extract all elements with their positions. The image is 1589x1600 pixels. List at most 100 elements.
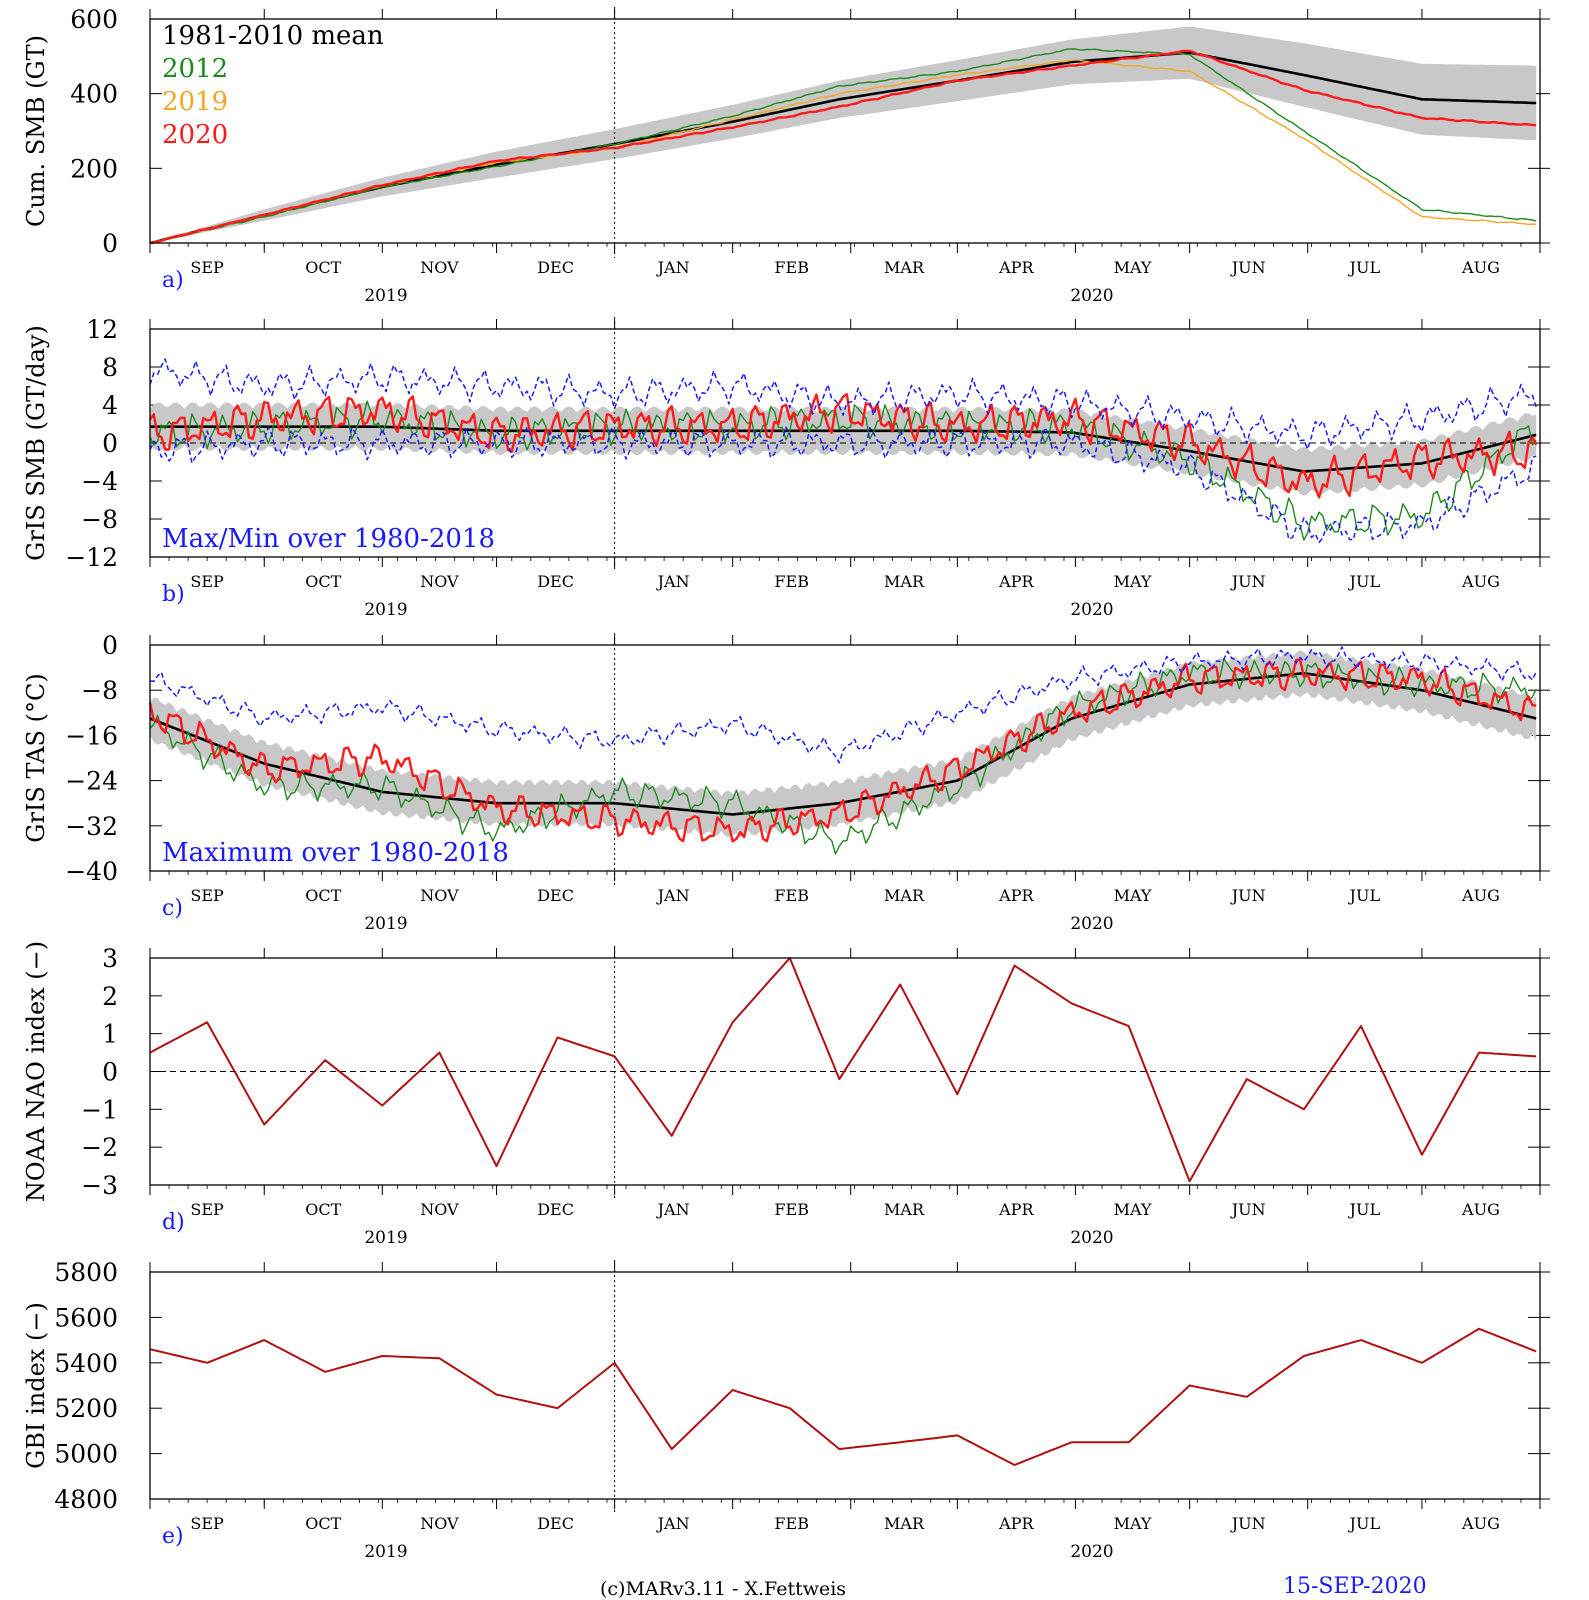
y-tick-label: −24: [65, 767, 118, 796]
y-tick-label: −16: [65, 721, 118, 750]
annotation-text: Max/Min over 1980-2018: [162, 524, 495, 554]
y-tick-label: 0: [102, 229, 118, 258]
month-label: NOV: [420, 572, 459, 591]
month-label: JUN: [1230, 886, 1266, 905]
variability-band: [150, 649, 1537, 838]
y-tick-label: 5400: [54, 1349, 118, 1378]
credit-text: (c)MARv3.11 - X.Fettweis: [600, 1578, 847, 1600]
y-tick-label: 0: [102, 1058, 118, 1087]
series-line-2020: [148, 658, 1537, 843]
y-tick-label: 12: [86, 315, 118, 344]
month-label: JUN: [1230, 258, 1266, 277]
month-label: FEB: [774, 886, 809, 905]
series-line-gbi-index: [149, 1327, 1537, 1466]
variability-band: [150, 26, 1537, 243]
year-label: 2020: [1070, 600, 1113, 620]
month-label: APR: [998, 258, 1034, 277]
legend-entry: 1981-2010 mean: [162, 21, 384, 51]
y-axis-title: GBI index (−): [22, 1302, 50, 1469]
month-label: OCT: [305, 886, 341, 905]
y-tick-label: −4: [81, 467, 118, 496]
y-tick-label: 4800: [54, 1485, 118, 1514]
variability-band: [150, 402, 1537, 496]
y-tick-label: 200: [70, 154, 118, 183]
month-label: MAR: [884, 572, 925, 591]
month-label: JAN: [656, 258, 690, 277]
month-label: DEC: [537, 886, 574, 905]
y-tick-label: 600: [70, 5, 118, 34]
month-label: OCT: [305, 1514, 341, 1533]
month-label: NOV: [420, 1200, 459, 1219]
year-label: 2020: [1070, 914, 1113, 934]
y-tick-label: −8: [81, 676, 118, 705]
panel-label: c): [162, 896, 183, 921]
month-label: APR: [998, 1200, 1034, 1219]
series-line-2020: [149, 49, 1537, 245]
month-label: JAN: [656, 572, 690, 591]
y-tick-label: −8: [81, 505, 118, 534]
month-label: MAY: [1114, 1514, 1152, 1533]
month-label: MAY: [1114, 886, 1152, 905]
year-label: 2019: [364, 1542, 407, 1562]
month-label: MAY: [1114, 1200, 1152, 1219]
annotation-text: Maximum over 1980-2018: [162, 838, 509, 868]
month-label: NOV: [420, 886, 459, 905]
month-label: MAR: [884, 258, 925, 277]
plot-frame: [149, 328, 1541, 558]
month-label: MAR: [884, 1514, 925, 1533]
series-line-nao-index: [149, 957, 1537, 1183]
month-label: AUG: [1461, 258, 1500, 277]
month-label: FEB: [774, 1514, 809, 1533]
month-label: JAN: [656, 886, 690, 905]
y-tick-label: −12: [65, 543, 118, 572]
month-label: SEP: [190, 1514, 224, 1533]
legend-entry: 2012: [162, 54, 228, 84]
y-tick-label: −1: [81, 1095, 118, 1124]
panel-c: GrIS TAS (°C) −40 −32 −24 −16 −8 0 SEP OCT NOV DEC…: [22, 631, 1550, 934]
month-label: JUL: [1348, 572, 1381, 591]
y-tick-label: 5200: [54, 1394, 118, 1423]
series-line-max: [149, 358, 1537, 450]
series-line-2020: [149, 393, 1538, 499]
month-label: JUL: [1348, 1200, 1381, 1219]
plot-frame: [149, 1271, 1541, 1500]
legend-entry: 2020: [162, 120, 228, 150]
y-axis-title: Cum. SMB (GT): [22, 35, 50, 227]
plot-frame: [149, 644, 1541, 872]
y-tick-label: −3: [81, 1171, 118, 1200]
month-label: MAY: [1114, 572, 1152, 591]
series-line-2012: [149, 400, 1537, 541]
month-label: SEP: [190, 258, 224, 277]
month-label: JUL: [1348, 258, 1381, 277]
month-label: DEC: [537, 258, 574, 277]
month-label: NOV: [420, 1514, 459, 1533]
month-label: JUN: [1230, 572, 1266, 591]
panel-a: Cum. SMB (GT) 0 200 400 600 SEP OCT NOV DEC JAN FE…: [22, 5, 1550, 306]
month-label: FEB: [774, 1200, 809, 1219]
year-label: 2019: [364, 914, 407, 934]
year-label: 2020: [1070, 1228, 1113, 1248]
month-label: DEC: [537, 1514, 574, 1533]
plot-frame: [149, 957, 1541, 1186]
y-tick-label: 2: [102, 982, 118, 1011]
panel-label: a): [162, 268, 184, 293]
month-label: MAR: [884, 1200, 925, 1219]
month-label: NOV: [420, 258, 459, 277]
y-tick-label: −2: [81, 1133, 118, 1162]
y-tick-label: 400: [70, 80, 118, 109]
y-axis-title: GrIS TAS (°C): [22, 673, 50, 842]
month-label: APR: [998, 886, 1034, 905]
date-stamp: 15-SEP-2020: [1283, 1574, 1427, 1599]
panel-b: GrIS SMB (GT/day) −12 −8 −4 0 4 8 12 SEP OCT NOV DE…: [22, 315, 1550, 620]
month-label: AUG: [1461, 1514, 1500, 1533]
month-label: DEC: [537, 1200, 574, 1219]
y-tick-label: −32: [65, 812, 118, 841]
month-label: FEB: [774, 572, 809, 591]
month-label: FEB: [774, 258, 809, 277]
month-label: AUG: [1461, 886, 1500, 905]
month-label: JUL: [1348, 1514, 1381, 1533]
month-label: MAR: [884, 886, 925, 905]
y-tick-label: 4: [102, 391, 118, 420]
month-label: APR: [998, 1514, 1034, 1533]
month-label: OCT: [305, 572, 341, 591]
